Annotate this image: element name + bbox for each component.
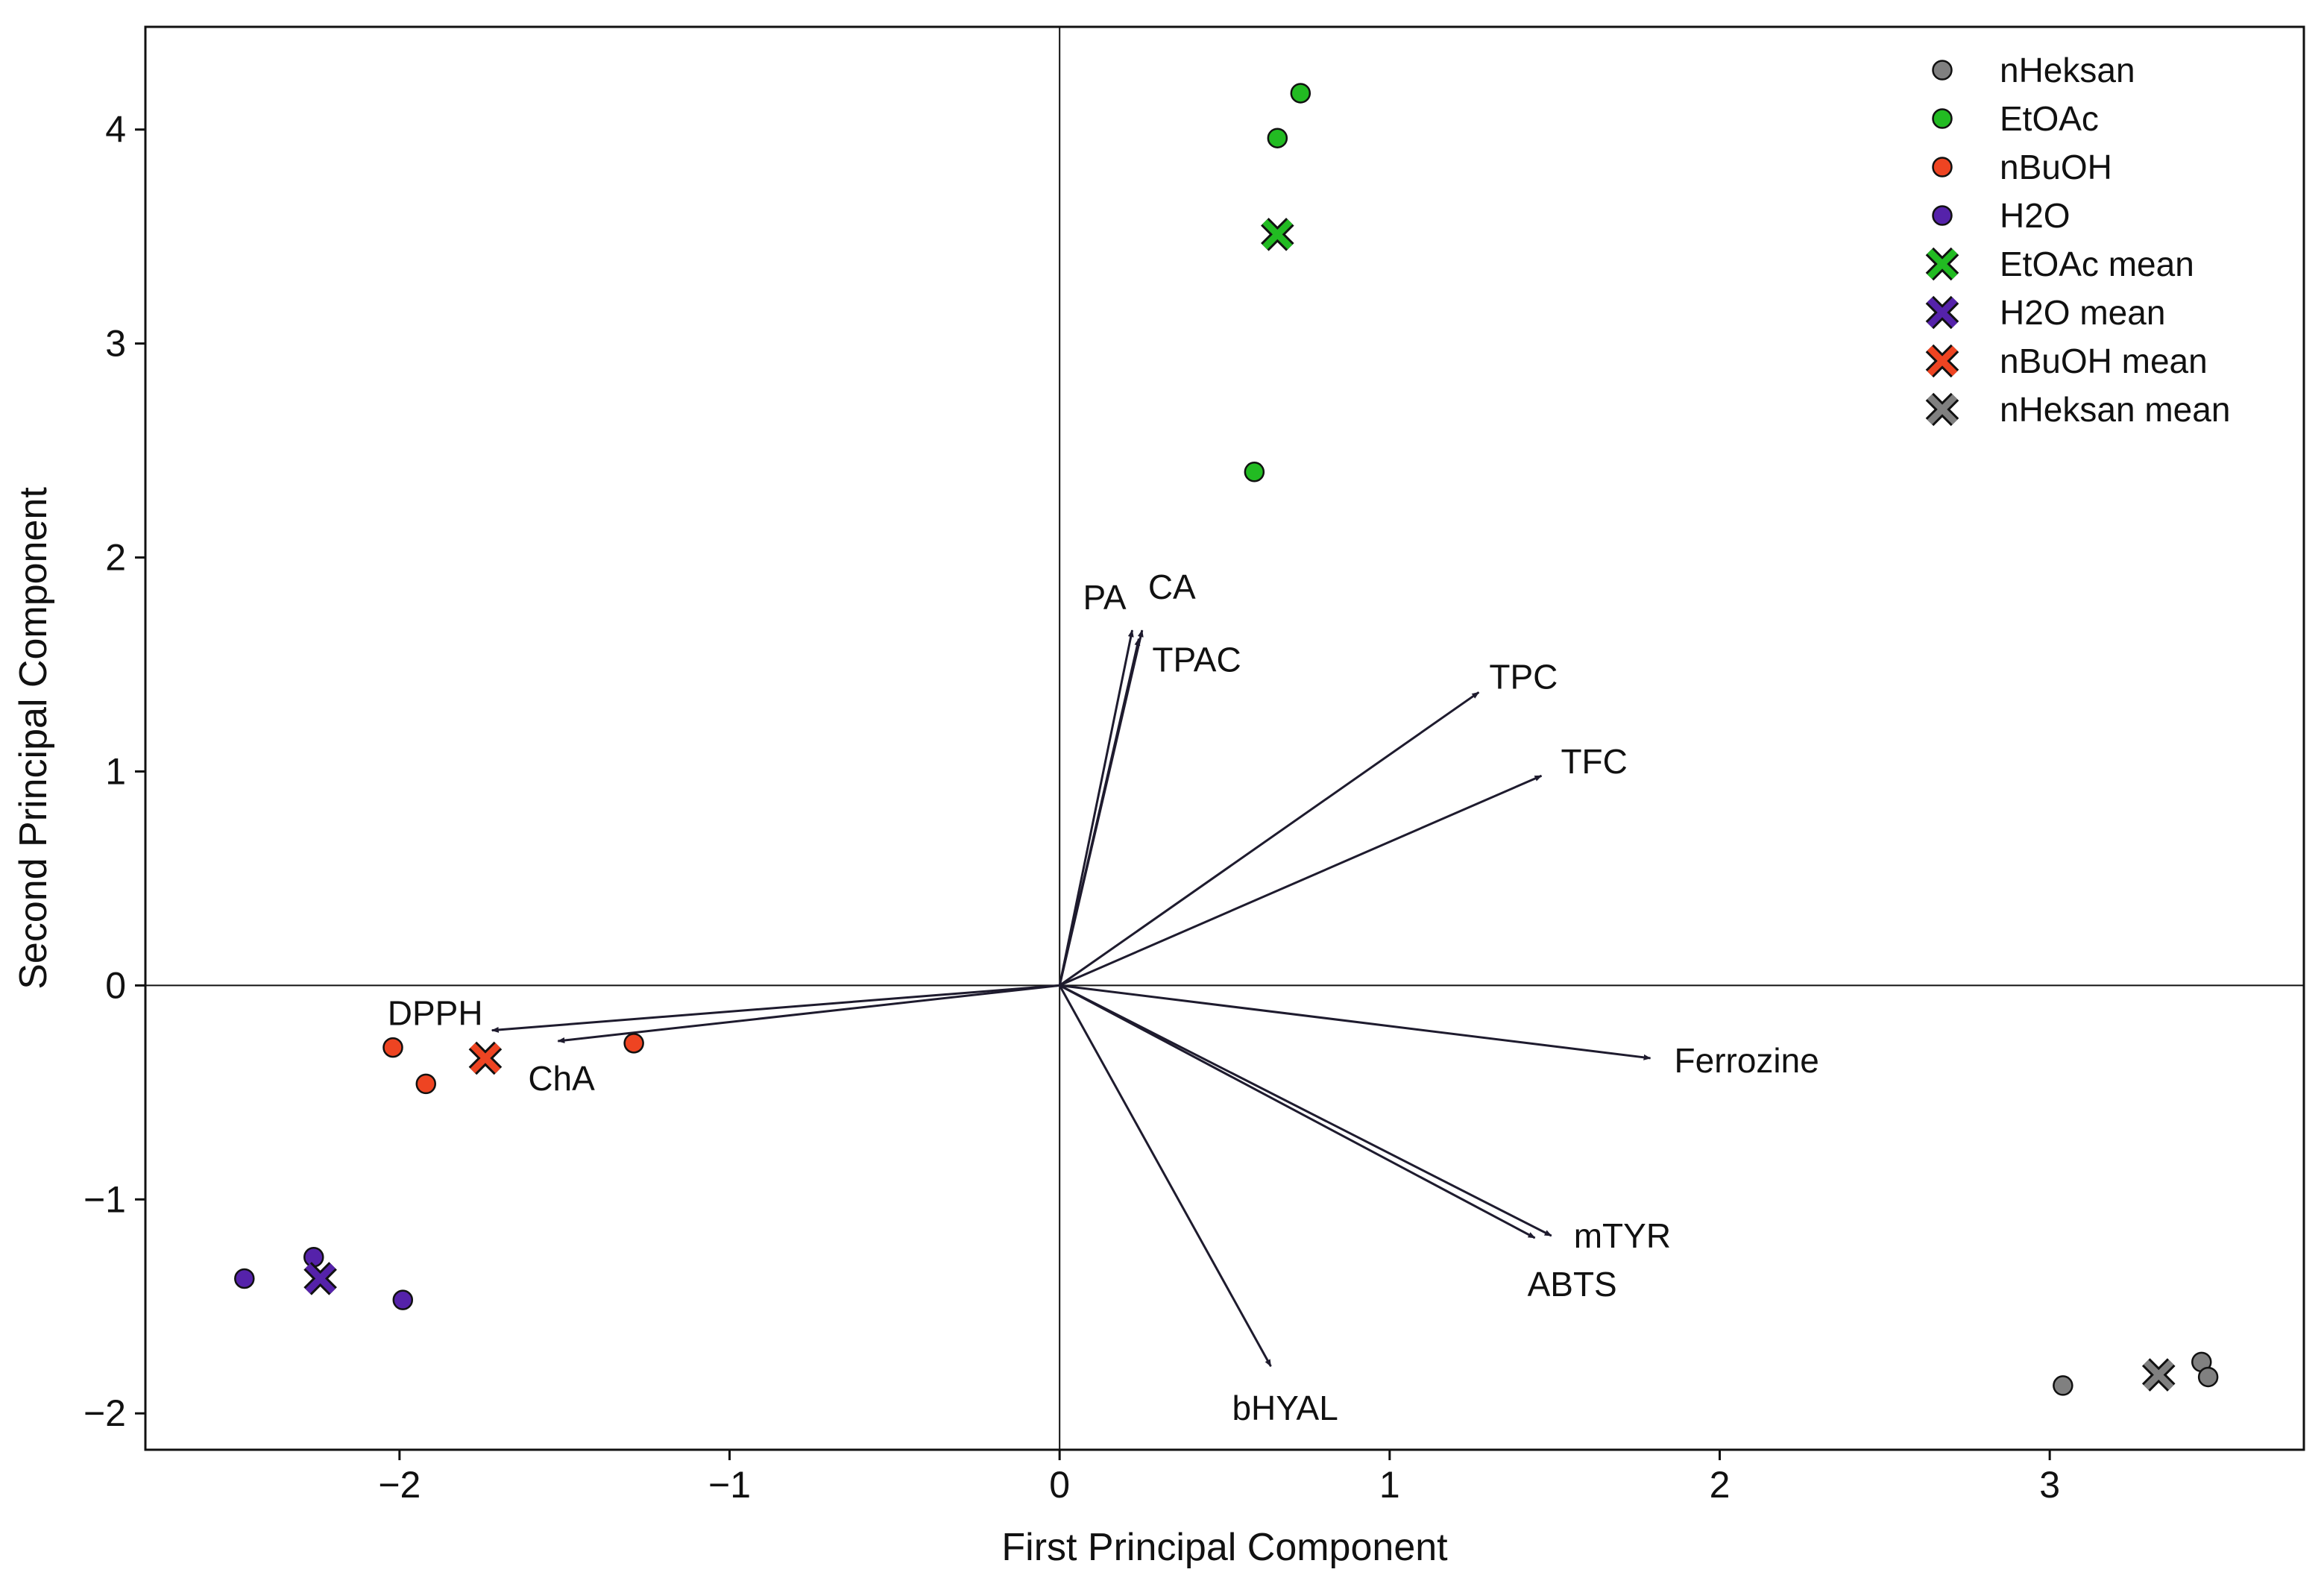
score-points: [234, 83, 2219, 1396]
point-nheksan-mean: [2141, 1358, 2176, 1392]
legend-marker-h2o: [1932, 205, 1953, 226]
loading-label-tpc: TPC: [1489, 657, 1558, 696]
loading-arrow-tpac: [1058, 638, 1141, 986]
x-tick-label: −2: [378, 1464, 421, 1506]
y-tick-label: −1: [84, 1178, 126, 1220]
loading-label-ca: CA: [1148, 568, 1196, 606]
loading-arrows: [491, 629, 1651, 1367]
x-tick-label: −1: [708, 1464, 751, 1506]
y-tick-label: 3: [105, 323, 126, 365]
x-tick-label: 2: [1710, 1464, 1731, 1506]
legend-marker-nheksan: [1932, 60, 1953, 81]
legend-marker-nheksan-mean: [1925, 392, 1959, 427]
loading-arrow-bhyal: [1058, 984, 1272, 1367]
point-nheksan: [2053, 1375, 2073, 1396]
legend: nHeksan EtOAc nBuOH H2O EtOAc mean H2O mean nB…: [1925, 51, 2230, 429]
legend-label-nheksan-mean: nHeksan mean: [2000, 390, 2230, 429]
point-nbuoh: [415, 1073, 437, 1095]
point-h2o: [303, 1247, 324, 1268]
legend-label-h2o: H2O: [2000, 196, 2070, 235]
point-etoac-mean: [1261, 218, 1294, 251]
loading-arrow-tpc: [1059, 691, 1480, 987]
loading-labels: PA CA TPAC TPC TFC DPPH ChA Ferrozine mTYR ABTS bH…: [388, 568, 1819, 1427]
x-tick-label: 1: [1379, 1464, 1400, 1506]
reference-lines: [145, 27, 2304, 1450]
legend-marker-nbuoh-mean: [1925, 344, 1959, 378]
loading-label-tfc: TFC: [1561, 742, 1627, 781]
y-tick-label: −2: [84, 1392, 126, 1434]
point-nheksan: [2197, 1366, 2219, 1388]
legend-label-nheksan: nHeksan: [2000, 51, 2135, 89]
loading-label-ferrozine: Ferrozine: [1675, 1041, 1819, 1080]
loading-label-pa: PA: [1083, 578, 1127, 617]
y-tick-label: 0: [105, 964, 126, 1006]
y-axis-ticks: −2 −1 0 1 2 3 4: [84, 109, 145, 1434]
loading-arrow-pa: [1058, 629, 1134, 986]
x-axis-label: First Principal Component: [1001, 1526, 1448, 1569]
point-nbuoh: [382, 1037, 403, 1058]
y-tick-label: 2: [105, 537, 126, 579]
legend-marker-h2o-mean: [1925, 295, 1959, 330]
x-axis-ticks: −2 −1 0 1 2 3: [378, 1450, 2060, 1506]
point-nbuoh: [623, 1033, 644, 1054]
loading-label-dpph: DPPH: [388, 994, 483, 1033]
loading-label-cha: ChA: [528, 1059, 595, 1098]
loading-arrow-mtyr: [1059, 984, 1552, 1237]
legend-marker-etoac: [1932, 108, 1953, 129]
loading-arrow-cha: [557, 984, 1060, 1043]
x-tick-label: 3: [2039, 1464, 2060, 1506]
loading-label-bhyal: bHYAL: [1232, 1389, 1338, 1427]
loading-label-abts: ABTS: [1528, 1265, 1617, 1304]
y-tick-label: 1: [105, 750, 126, 792]
legend-label-h2o-mean: H2O mean: [2000, 293, 2165, 332]
legend-label-etoac-mean: EtOAc mean: [2000, 245, 2194, 283]
point-etoac: [1290, 83, 1311, 104]
point-etoac: [1244, 462, 1265, 483]
legend-marker-etoac-mean: [1925, 247, 1959, 281]
point-h2o: [234, 1268, 255, 1289]
point-h2o-mean: [303, 1262, 337, 1295]
loading-arrow-ferrozine: [1059, 984, 1651, 1060]
loading-label-tpac: TPAC: [1152, 641, 1241, 679]
loading-arrow-dpph: [491, 984, 1060, 1033]
y-axis-label: Second Principal Component: [12, 487, 55, 990]
x-tick-label: 0: [1049, 1464, 1070, 1506]
loading-arrow-abts: [1059, 984, 1536, 1239]
point-etoac: [1267, 128, 1288, 148]
point-nbuoh-mean: [468, 1041, 503, 1075]
legend-label-nbuoh-mean: nBuOH mean: [2000, 342, 2208, 380]
loading-arrow-tfc: [1059, 774, 1543, 987]
legend-label-etoac: EtOAc: [2000, 99, 2099, 138]
y-tick-label: 4: [105, 109, 126, 151]
legend-marker-nbuoh: [1932, 157, 1953, 177]
legend-label-nbuoh: nBuOH: [2000, 148, 2112, 186]
point-h2o: [392, 1289, 414, 1310]
plot-frame: [144, 25, 2305, 1451]
loading-label-mtyr: mTYR: [1574, 1216, 1671, 1255]
